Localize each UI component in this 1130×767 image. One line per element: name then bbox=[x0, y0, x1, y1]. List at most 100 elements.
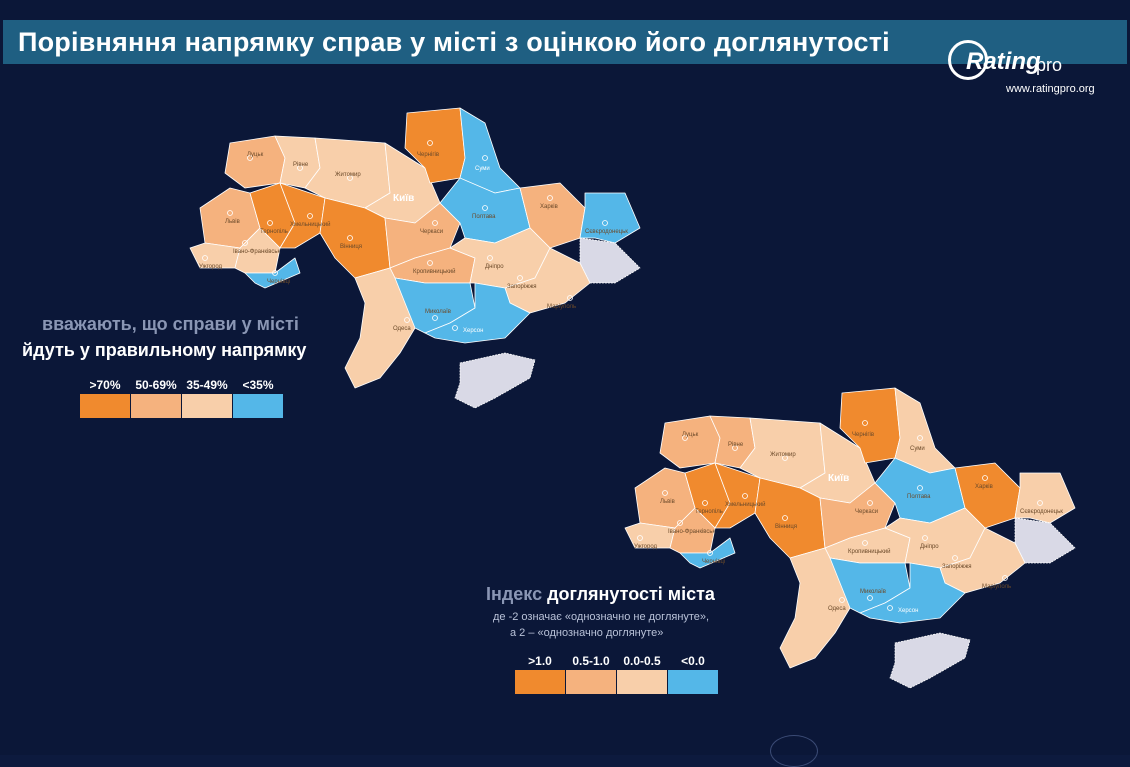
city-label: Дніпро bbox=[920, 544, 939, 550]
city-dot bbox=[347, 235, 353, 241]
legend-item: >70% bbox=[80, 376, 130, 418]
city-label: Івано-Франківськ bbox=[668, 529, 716, 535]
city-dot bbox=[427, 140, 433, 146]
city-dot bbox=[297, 165, 303, 171]
map2-caption-main: доглянутості міста bbox=[547, 584, 715, 604]
watermark-icon bbox=[770, 735, 818, 767]
city-dot bbox=[702, 500, 708, 506]
legend-swatch bbox=[80, 394, 130, 418]
city-dot bbox=[242, 240, 248, 246]
region-donetsk bbox=[579, 237, 641, 284]
city-label: Рівне bbox=[293, 162, 309, 168]
ukraine-map-care-index: Луцьк Рівне Житомир Чернігів Суми Київ Л… bbox=[624, 387, 1076, 689]
city-dot bbox=[887, 605, 893, 611]
city-label: Маріуполь bbox=[982, 584, 1011, 590]
city-label: Вінниця bbox=[340, 244, 362, 250]
legend-swatch bbox=[668, 670, 718, 694]
legend-label: 50-69% bbox=[135, 378, 177, 392]
logo-ring-icon bbox=[948, 40, 988, 80]
map1-city-labels: Луцьк Рівне Житомир Чернігів Суми Київ Л… bbox=[199, 152, 628, 334]
city-label: Чернігів bbox=[417, 152, 439, 158]
city-dot bbox=[1037, 500, 1043, 506]
city-dot bbox=[839, 597, 845, 603]
city-dot bbox=[247, 155, 253, 161]
legend-label: >1.0 bbox=[528, 654, 552, 668]
city-label: Херсон bbox=[898, 608, 918, 614]
legend-item: 0.0-0.5 bbox=[617, 652, 667, 694]
map1-city-markers bbox=[202, 140, 608, 331]
legend-item: <35% bbox=[233, 376, 283, 418]
city-label: Черкаси bbox=[855, 509, 878, 515]
legend-label: 0.0-0.5 bbox=[623, 654, 661, 668]
city-label: Одеса bbox=[828, 606, 846, 612]
region-kherson bbox=[859, 562, 966, 624]
legend-label: 0.5-1.0 bbox=[572, 654, 610, 668]
legend-label: <0.0 bbox=[681, 654, 705, 668]
legend-swatch bbox=[131, 394, 181, 418]
city-dot bbox=[307, 213, 313, 219]
city-label: Кропивницький bbox=[413, 268, 456, 275]
city-dot bbox=[404, 317, 410, 323]
legend-label: <35% bbox=[242, 378, 274, 392]
city-dot bbox=[922, 535, 928, 541]
city-label: Полтава bbox=[472, 214, 496, 220]
logo-suffix: pro bbox=[1036, 55, 1063, 75]
city-label: Сєвєродонецьк bbox=[585, 229, 628, 235]
city-label: Львів bbox=[225, 219, 240, 225]
city-label: Кропивницький bbox=[848, 548, 891, 555]
legend-swatch bbox=[515, 670, 565, 694]
region-donetsk bbox=[1014, 517, 1076, 564]
city-label: Тернопіль bbox=[260, 229, 288, 235]
city-dot bbox=[432, 220, 438, 226]
city-dot bbox=[1002, 575, 1008, 581]
city-label: Тернопіль bbox=[695, 509, 723, 515]
kyiv-label: Київ bbox=[828, 473, 849, 484]
city-label: Чернівці bbox=[702, 559, 725, 565]
city-label: Житомир bbox=[335, 172, 361, 178]
kyiv-label: Київ bbox=[393, 193, 414, 204]
city-label: Одеса bbox=[393, 326, 411, 332]
city-dot bbox=[982, 475, 988, 481]
city-dot bbox=[867, 595, 873, 601]
legend-item: >1.0 bbox=[515, 652, 565, 694]
map2-caption-muted: Індекс bbox=[486, 584, 543, 604]
city-dot bbox=[267, 220, 273, 226]
region-crimea bbox=[454, 352, 536, 409]
city-dot bbox=[227, 210, 233, 216]
city-dot bbox=[707, 550, 713, 556]
city-dot bbox=[732, 445, 738, 451]
city-label: Житомир bbox=[770, 452, 796, 458]
city-label: Запоріжжя bbox=[942, 564, 972, 570]
ukraine-map-direction: Луцьк Рівне Житомир Чернігів Суми Київ Л… bbox=[189, 107, 641, 409]
region-crimea bbox=[889, 632, 971, 689]
legend-label: >70% bbox=[89, 378, 121, 392]
city-label: Ужгород bbox=[199, 264, 223, 270]
city-dot bbox=[202, 255, 208, 261]
city-dot bbox=[547, 195, 553, 201]
city-dot bbox=[862, 420, 868, 426]
logo-word: Rating bbox=[966, 48, 1041, 75]
map1-caption-line1: вважають, що справи у місті bbox=[42, 314, 299, 334]
city-label: Ужгород bbox=[634, 544, 658, 550]
region-sumy bbox=[459, 107, 521, 194]
region-kherson bbox=[424, 282, 531, 344]
city-dot bbox=[272, 270, 278, 276]
region-sumy bbox=[894, 387, 956, 474]
city-dot bbox=[567, 295, 573, 301]
city-label: Харків bbox=[540, 204, 558, 210]
city-label: Чернігів bbox=[852, 432, 874, 438]
city-dot bbox=[432, 315, 438, 321]
city-dot bbox=[452, 325, 458, 331]
city-label: Миколаїв bbox=[425, 309, 451, 315]
city-label: Хмельницький bbox=[290, 221, 330, 228]
city-label: Миколаїв bbox=[860, 589, 886, 595]
city-dot bbox=[917, 485, 923, 491]
map-direction: Луцьк Рівне Житомир Чернігів Суми Київ Л… bbox=[185, 98, 660, 418]
city-label: Суми bbox=[475, 166, 490, 172]
city-label: Сєвєродонецьк bbox=[1020, 509, 1063, 515]
map-care-index: Луцьк Рівне Житомир Чернігів Суми Київ Л… bbox=[620, 378, 1095, 698]
legend-swatch bbox=[233, 394, 283, 418]
city-label: Хмельницький bbox=[725, 501, 765, 508]
city-label: Суми bbox=[910, 446, 925, 452]
